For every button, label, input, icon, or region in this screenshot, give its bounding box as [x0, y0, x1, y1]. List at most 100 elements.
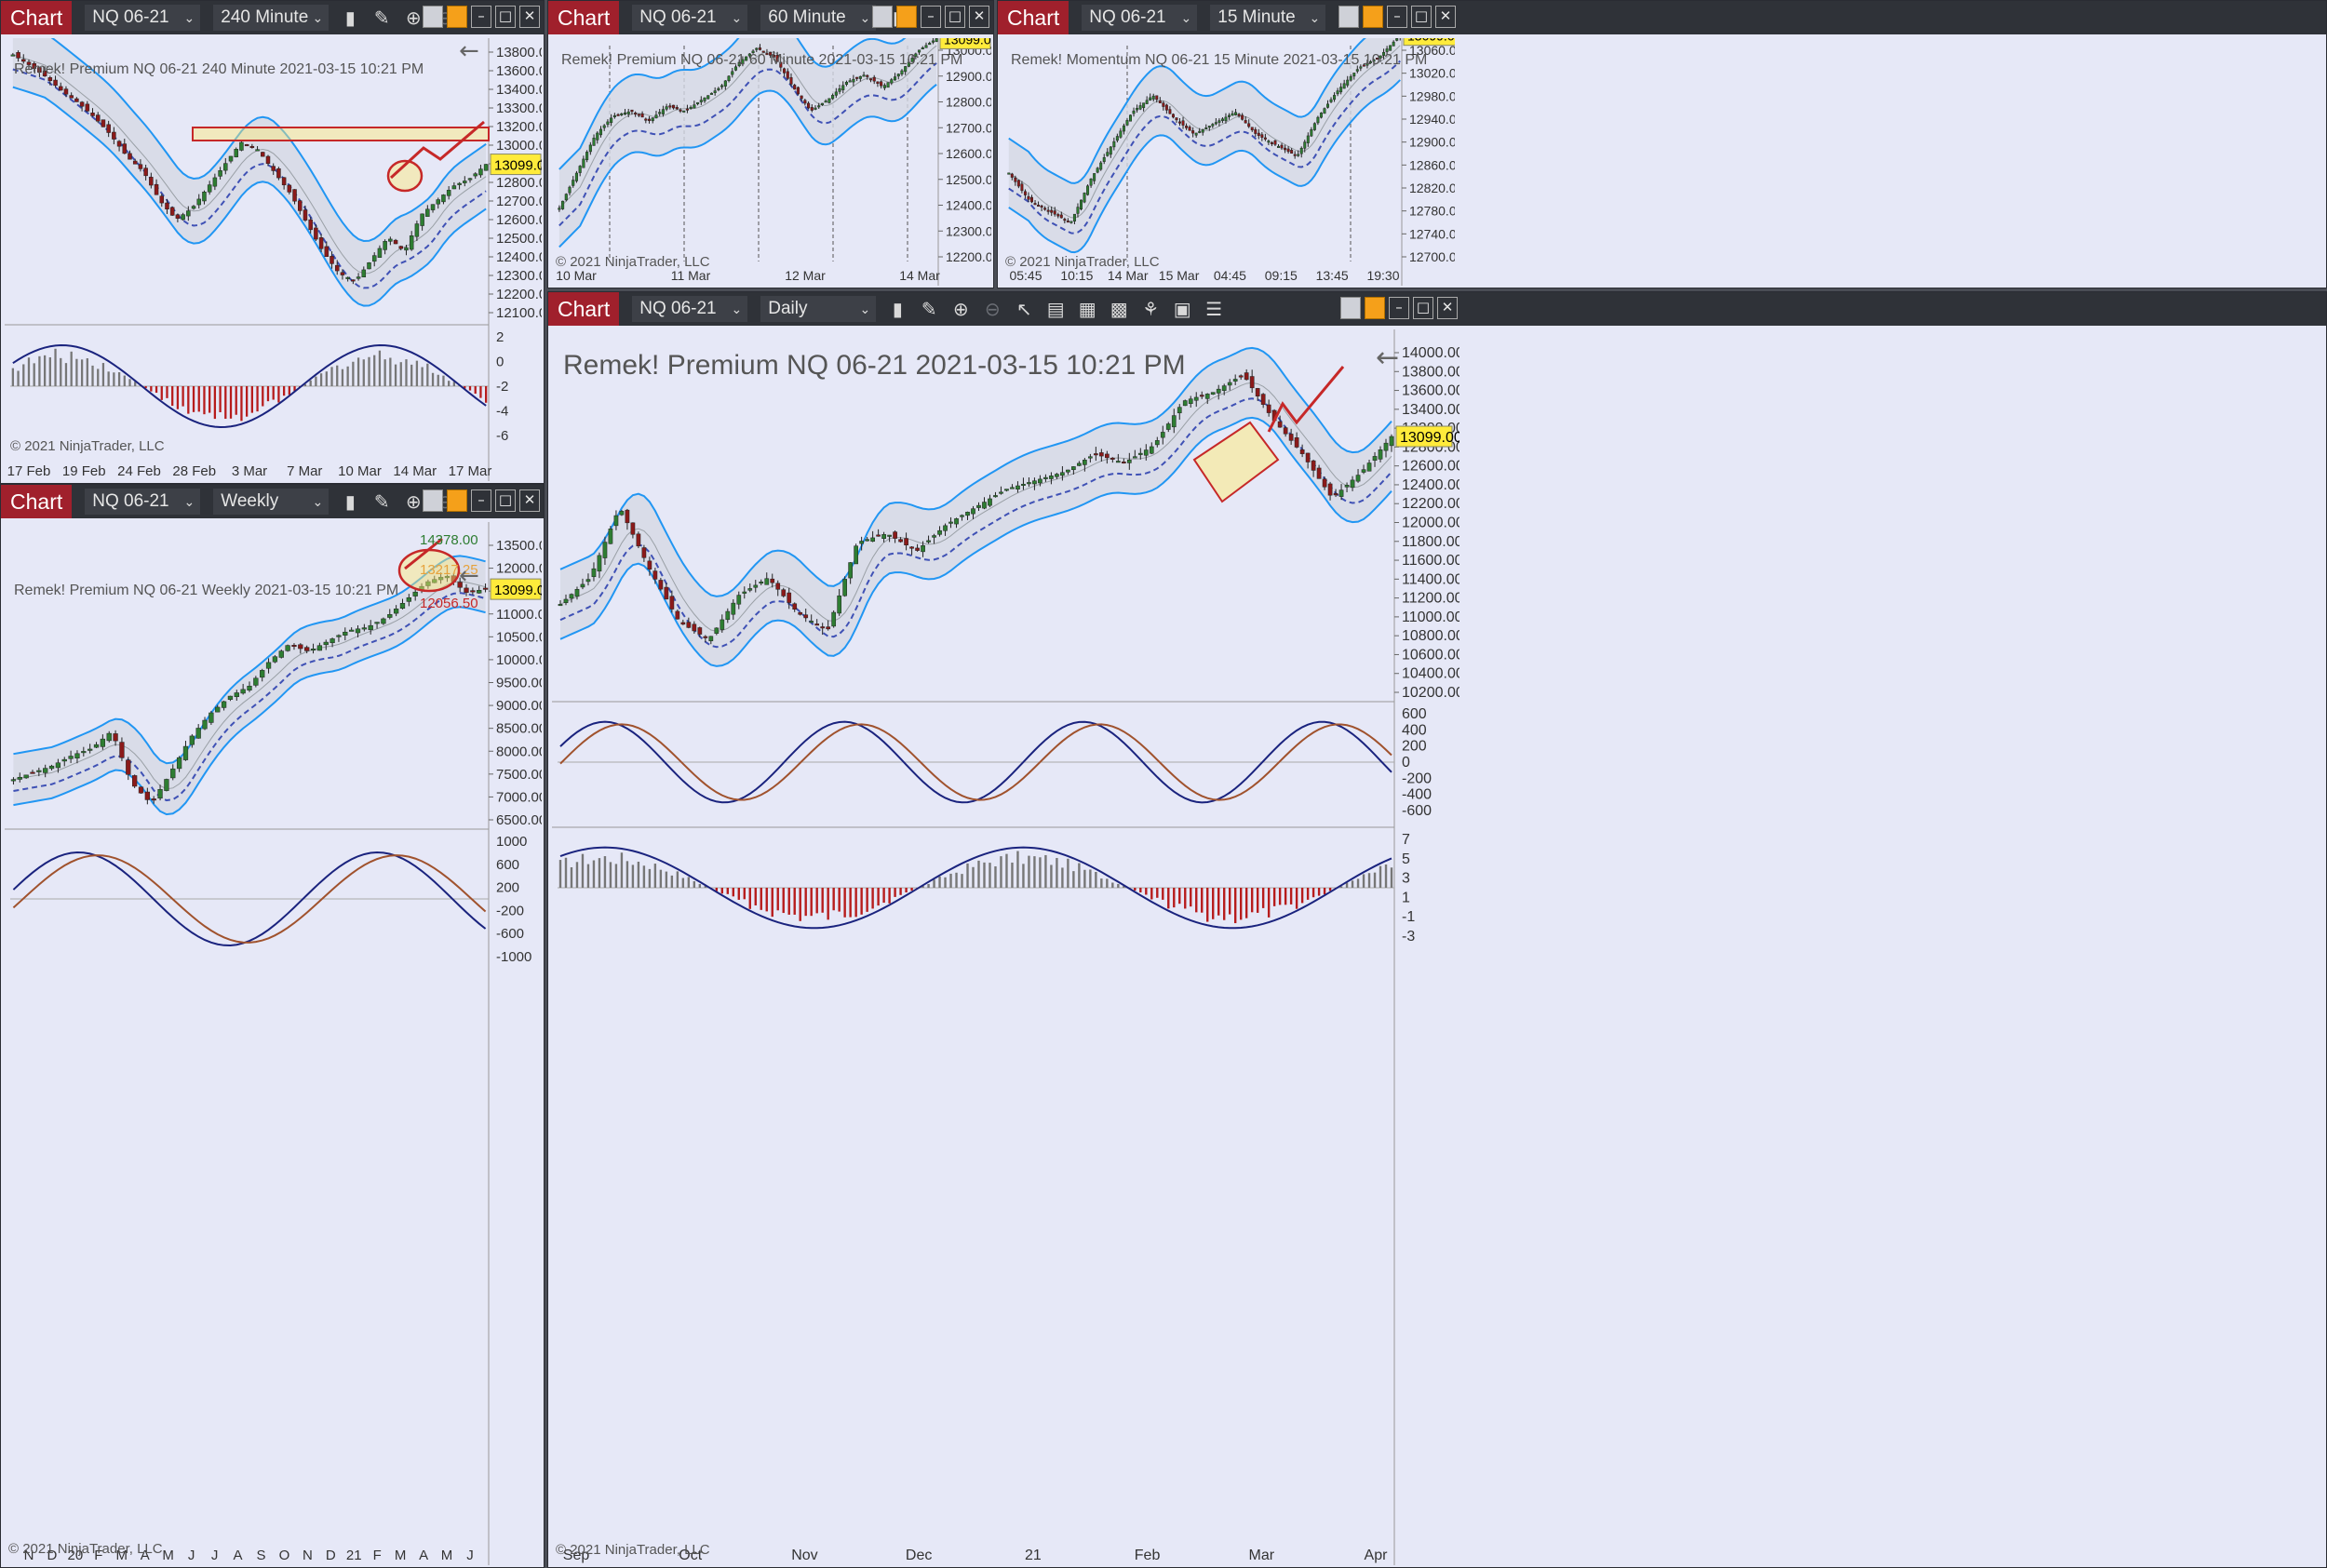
- chart-menu-button[interactable]: Chart: [1, 485, 73, 518]
- close-button[interactable]: ✕: [1435, 6, 1456, 28]
- copyright-label: © 2021 NinjaTrader, LLC: [10, 438, 165, 454]
- price-tick-label: 6500.00: [496, 812, 542, 828]
- indicators-icon[interactable]: ▩: [1110, 298, 1128, 320]
- plot-area[interactable]: 14000.0013800.0013600.0013400.0013200.00…: [552, 329, 1459, 1565]
- bar-style-icon[interactable]: ▮: [344, 490, 356, 513]
- close-button[interactable]: ✕: [519, 6, 540, 28]
- bar-style-icon[interactable]: ▮: [344, 7, 356, 29]
- link-orange-button[interactable]: [1363, 6, 1383, 28]
- zoom-out-icon[interactable]: ⊖: [984, 298, 1001, 320]
- instrument-selector[interactable]: NQ 06-21 ⌄: [85, 489, 201, 515]
- zoom-in-icon[interactable]: ⊕: [405, 490, 422, 513]
- candle-body: [1310, 129, 1313, 137]
- price-tick-label: 12200.00: [496, 287, 542, 302]
- candle-body: [619, 511, 625, 516]
- back-arrow-icon[interactable]: ←: [459, 562, 479, 590]
- candle-body: [1224, 116, 1228, 122]
- candle-body: [308, 219, 313, 231]
- zoom-in-icon[interactable]: ⊕: [952, 298, 969, 320]
- candle-body: [658, 580, 664, 590]
- candle-body: [1316, 116, 1320, 124]
- interval-selector[interactable]: Weekly ⌄: [213, 489, 330, 515]
- link-white-button[interactable]: [1340, 297, 1361, 319]
- pencil-icon[interactable]: ✎: [921, 298, 937, 320]
- candle-body: [616, 114, 620, 116]
- candle-body: [1155, 95, 1159, 101]
- candle-body: [285, 645, 290, 651]
- link-orange-button[interactable]: [1365, 297, 1385, 319]
- interval-selector[interactable]: 240 Minute ⌄: [213, 5, 330, 31]
- properties-icon[interactable]: ▤: [1046, 298, 1065, 320]
- pencil-icon[interactable]: ✎: [373, 490, 390, 513]
- interval-value: Weekly: [221, 491, 279, 511]
- candle-body: [1249, 376, 1255, 389]
- minimize-button[interactable]: –: [471, 6, 491, 28]
- list-icon[interactable]: ☰: [1205, 298, 1223, 320]
- back-arrow-icon[interactable]: ←: [1376, 342, 1399, 374]
- candle-body: [770, 578, 775, 583]
- plot-area[interactable]: 13800.00 13600.00 13400.00 13300.00 13200.00…: [5, 38, 542, 481]
- link-white-button[interactable]: [423, 6, 443, 28]
- zoom-in-icon[interactable]: ⊕: [405, 7, 422, 29]
- chart-menu-button[interactable]: Chart: [548, 292, 620, 326]
- minimize-button[interactable]: –: [471, 489, 491, 512]
- plot-area[interactable]: 13500.0012000.0011500.0011000.0010500.00…: [5, 522, 542, 1565]
- link-orange-button[interactable]: [447, 489, 467, 512]
- maximize-button[interactable]: □: [1411, 6, 1432, 28]
- candle-body: [1283, 427, 1288, 435]
- maximize-button[interactable]: □: [495, 489, 516, 512]
- price-tick-label: 10000.00: [496, 652, 542, 668]
- bar-style-icon[interactable]: ▮: [892, 298, 903, 320]
- candle-body: [1059, 214, 1063, 219]
- close-button[interactable]: ✕: [969, 6, 989, 28]
- instrument-selector[interactable]: NQ 06-21 ⌄: [632, 5, 748, 31]
- maximize-button[interactable]: □: [495, 6, 516, 28]
- pointer-icon[interactable]: ↖: [1016, 298, 1032, 320]
- candle-body: [675, 107, 679, 110]
- trailing-stop-line: [13, 592, 486, 802]
- x-axis-label: Feb: [1135, 1548, 1161, 1563]
- link-white-button[interactable]: [872, 6, 893, 28]
- minimize-button[interactable]: –: [921, 6, 941, 28]
- candle-body: [351, 279, 356, 282]
- close-button[interactable]: ✕: [1437, 297, 1458, 319]
- strategies-icon[interactable]: ⚘: [1142, 298, 1160, 320]
- back-arrow-icon[interactable]: ←: [459, 38, 479, 65]
- instrument-selector[interactable]: NQ 06-21 ⌄: [1082, 5, 1198, 31]
- templates-icon[interactable]: ▦: [1078, 298, 1096, 320]
- candle-body: [425, 208, 430, 217]
- link-white-button[interactable]: [1338, 6, 1359, 28]
- candle-body: [789, 77, 793, 85]
- pencil-icon[interactable]: ✎: [373, 7, 390, 29]
- maximize-button[interactable]: □: [1413, 297, 1433, 319]
- interval-selector[interactable]: 60 Minute ⌄: [760, 5, 877, 31]
- price-panel: 13000.0012900.0012800.0012700.0012600.00…: [556, 38, 991, 286]
- close-button[interactable]: ✕: [519, 489, 540, 512]
- last-price-label: 13099.00: [944, 38, 991, 47]
- interval-selector[interactable]: 15 Minute ⌄: [1210, 5, 1326, 31]
- x-axis-label: M: [441, 1548, 453, 1563]
- candle-body: [1263, 137, 1267, 140]
- candle-body: [1177, 407, 1182, 414]
- osc-tick-label: -3: [1402, 929, 1415, 945]
- plot-area[interactable]: 13000.0012900.0012800.0012700.0012600.00…: [552, 38, 991, 286]
- chart-menu-button[interactable]: Chart: [998, 1, 1069, 34]
- instrument-selector[interactable]: NQ 06-21 ⌄: [632, 296, 748, 322]
- minimize-button[interactable]: –: [1389, 297, 1409, 319]
- link-orange-button[interactable]: [896, 6, 917, 28]
- chart-menu-button[interactable]: Chart: [1, 1, 73, 34]
- plot-area[interactable]: 13060.00 13020.00 12980.00 12940.00 12900.00…: [1002, 38, 1455, 286]
- link-white-button[interactable]: [423, 489, 443, 512]
- candle-body: [368, 624, 373, 631]
- link-orange-button[interactable]: [447, 6, 467, 28]
- candle-body: [1089, 178, 1093, 186]
- instrument-selector[interactable]: NQ 06-21 ⌄: [85, 5, 201, 31]
- maximize-button[interactable]: □: [945, 6, 965, 28]
- lower-band-line: [1008, 79, 1401, 254]
- candle-body: [630, 109, 634, 113]
- candle-body: [661, 109, 665, 114]
- interval-selector[interactable]: Daily ⌄: [760, 296, 877, 322]
- minimize-button[interactable]: –: [1387, 6, 1407, 28]
- chart-menu-button[interactable]: Chart: [548, 1, 620, 34]
- data-box-icon[interactable]: ▣: [1173, 298, 1191, 320]
